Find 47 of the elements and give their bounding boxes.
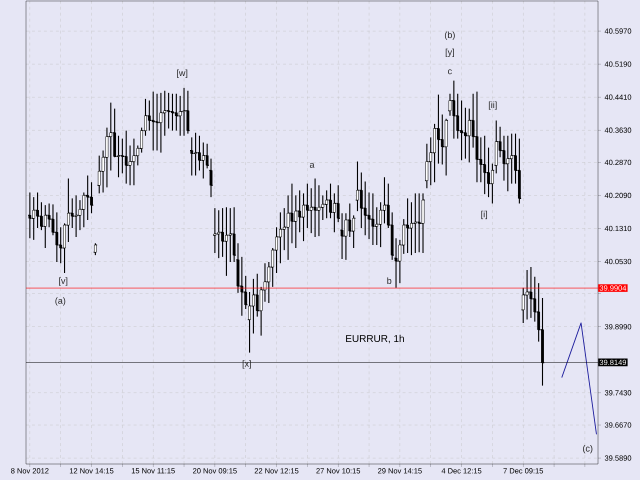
annotation: (b) — [444, 32, 455, 40]
candlestick — [348, 202, 352, 238]
candlestick — [256, 273, 259, 318]
candlestick — [406, 198, 409, 254]
candlestick — [483, 135, 486, 195]
annotation: a — [310, 162, 314, 168]
candlestick — [178, 95, 182, 136]
candlestick — [413, 192, 418, 254]
annotation: [x] — [242, 360, 251, 369]
annotation: b — [387, 277, 392, 284]
annotation: [ii] — [488, 101, 497, 110]
candlestick — [212, 208, 218, 254]
candlestick — [371, 192, 374, 246]
candlestick — [422, 192, 424, 254]
text: EURRUR, 1h — [346, 334, 404, 344]
candlestick — [109, 102, 112, 171]
candlestick — [74, 194, 78, 238]
candlestick — [506, 135, 510, 192]
annotation: (c) — [583, 445, 592, 454]
annotation: [i] — [481, 210, 488, 220]
candlestick — [468, 108, 471, 163]
candlestick — [186, 90, 190, 134]
candlestick — [85, 174, 90, 221]
candlestick — [193, 132, 198, 176]
candlestick — [190, 136, 194, 176]
annotation: c — [448, 69, 452, 74]
candlestick — [132, 138, 136, 186]
candlestick — [452, 80, 456, 140]
candlestick — [160, 92, 162, 154]
annotation: (a) — [55, 297, 66, 306]
candlestick — [124, 130, 128, 184]
candlestick — [32, 196, 36, 240]
candlestick — [240, 256, 244, 316]
candlestick — [174, 93, 178, 132]
candlestick — [522, 287, 525, 324]
candlestick — [416, 192, 422, 253]
candlestick — [44, 204, 47, 249]
candlestick — [225, 206, 228, 276]
candlestick — [94, 242, 97, 256]
candlestick — [444, 118, 448, 176]
annotation: [y] — [446, 48, 454, 58]
candlestick — [28, 192, 32, 239]
candlestick — [526, 269, 528, 320]
candlestick — [530, 266, 532, 318]
candlestick — [182, 87, 186, 136]
annotation: [w] — [177, 70, 188, 78]
annotation: [v] — [59, 277, 68, 286]
